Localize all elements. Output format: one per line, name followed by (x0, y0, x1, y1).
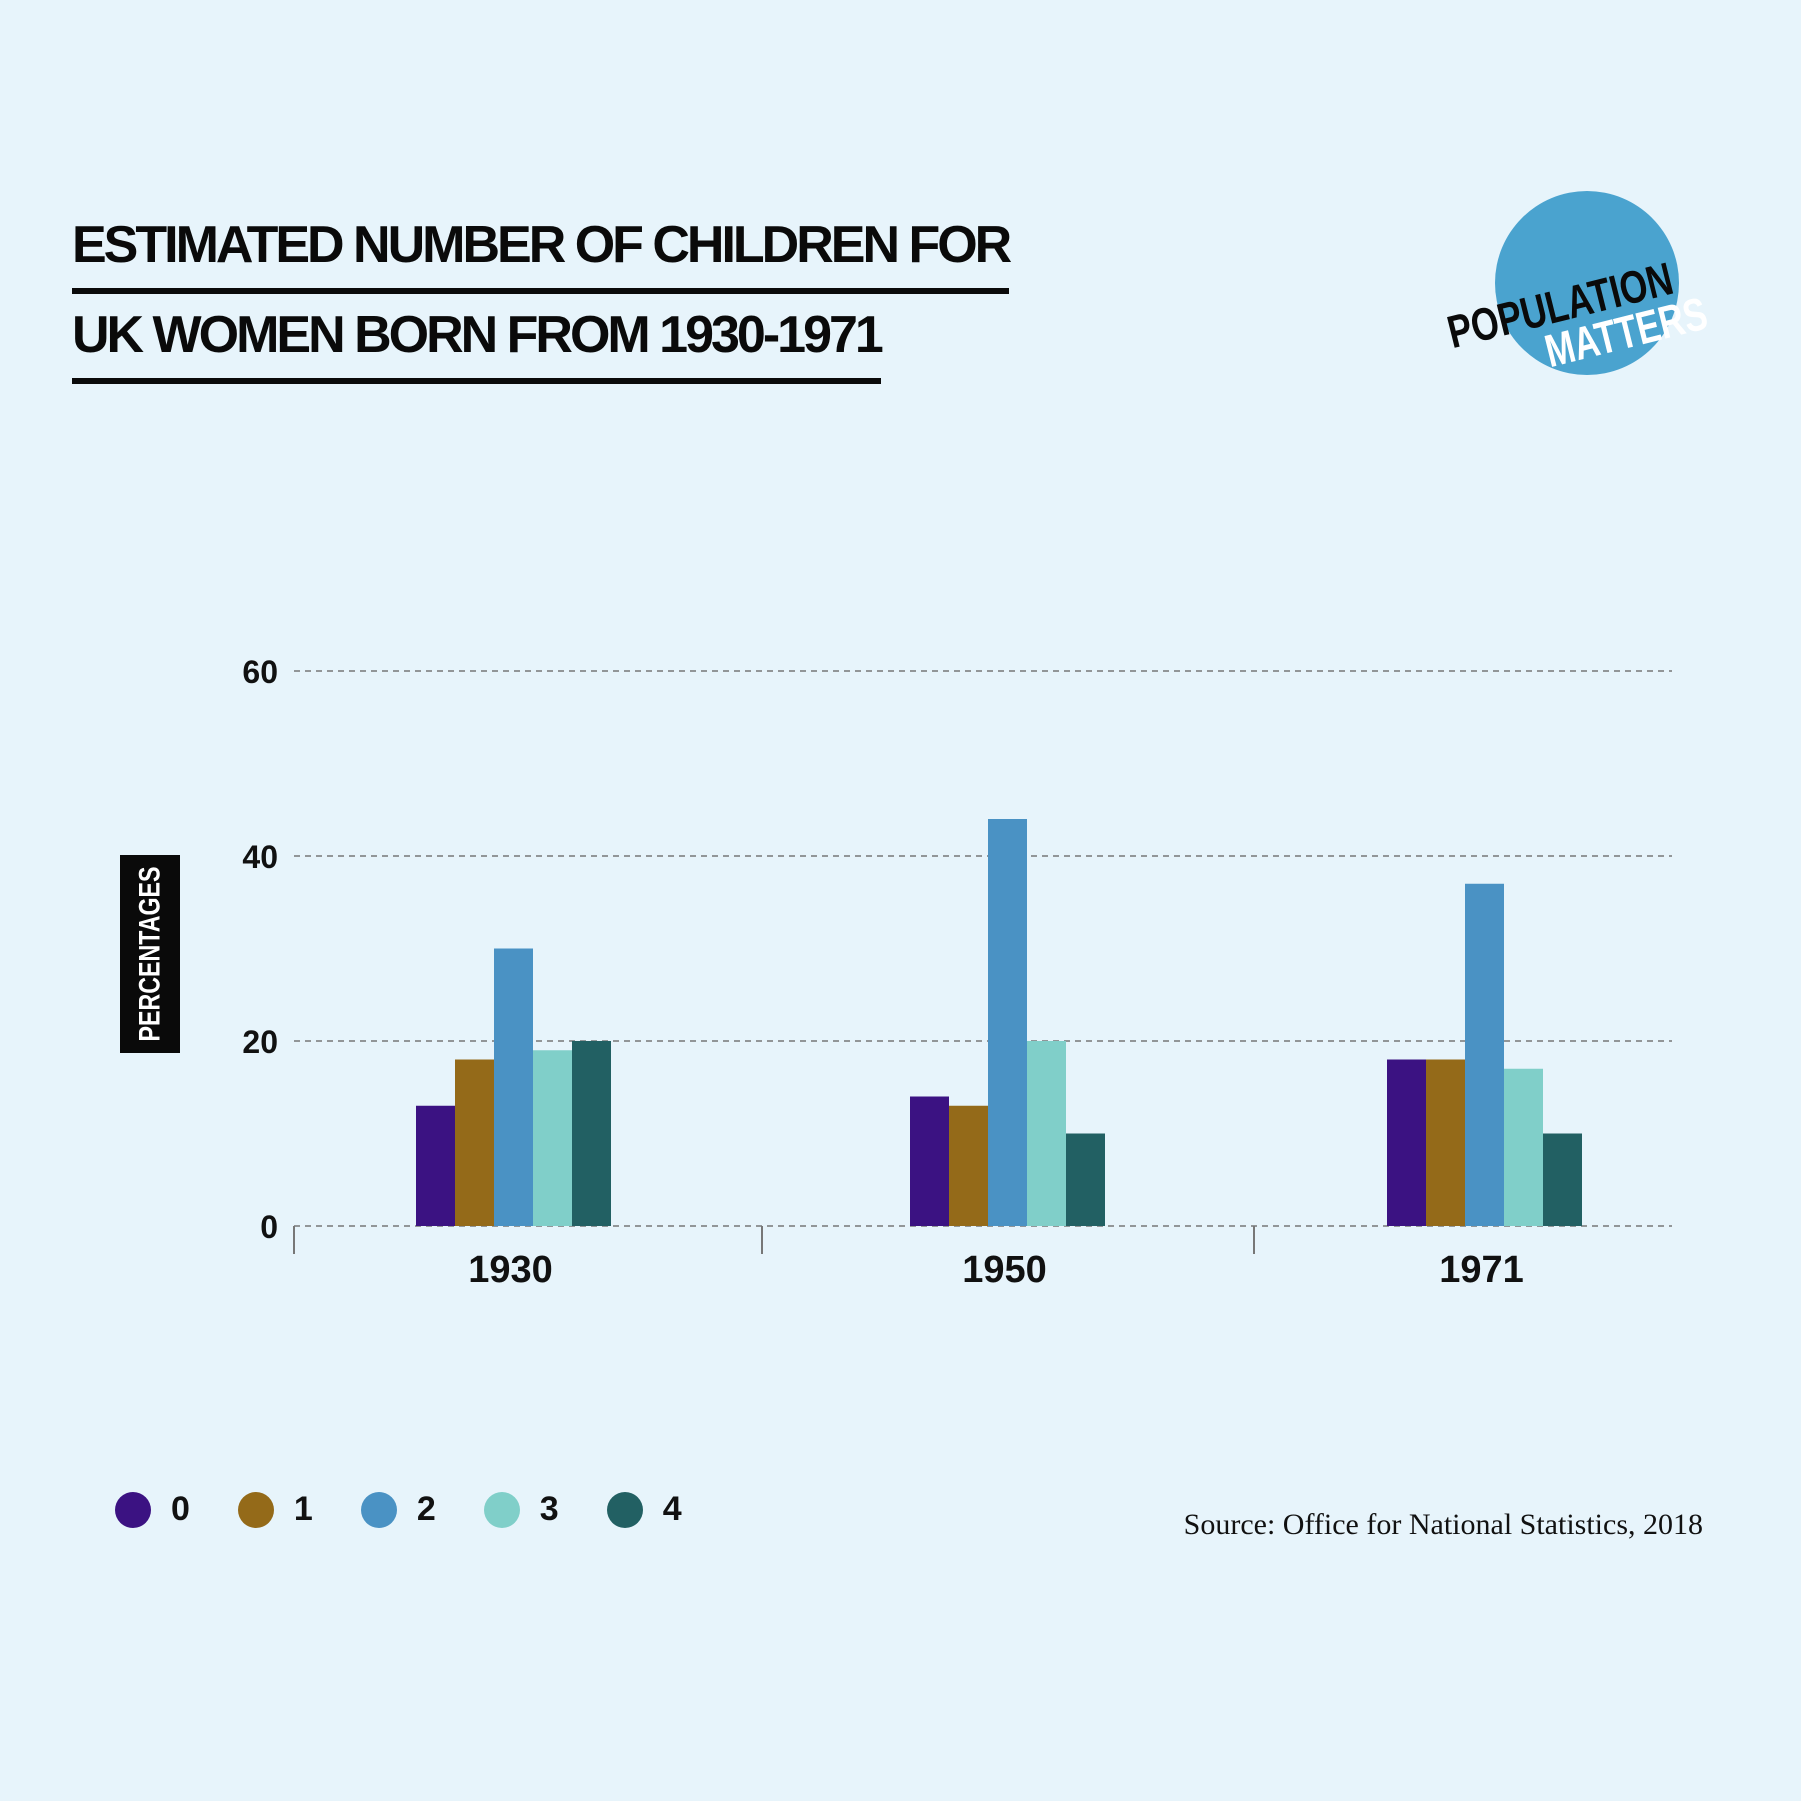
bar (1504, 1068, 1543, 1226)
labels-layer: 0 20 40 60 1930 1950 1971 (242, 654, 1523, 1291)
legend-swatch (483, 1491, 520, 1528)
bar (1027, 1041, 1066, 1226)
legend-label: 2 (416, 1490, 436, 1528)
bar (572, 1041, 611, 1226)
bar (1465, 883, 1504, 1226)
legend: 0 1 2 3 4 (115, 1490, 730, 1529)
legend-swatch (115, 1491, 151, 1528)
bar (533, 1050, 572, 1226)
legend-item: 1 (237, 1490, 313, 1529)
y-tick-label: 60 (242, 654, 278, 690)
legend-label: 3 (539, 1490, 559, 1528)
legend-item: 3 (483, 1490, 559, 1529)
bar (1066, 1133, 1105, 1226)
chart-title: ESTIMATED NUMBER OF CHILDREN FOR UK WOME… (72, 204, 1012, 384)
x-tick-label: 1950 (962, 1249, 1047, 1291)
legend-swatch (360, 1491, 397, 1528)
bars-layer (416, 819, 1582, 1226)
chart-title-line-2: UK WOMEN BORN FROM 1930-1971 (72, 294, 884, 384)
x-tick-label: 1971 (1439, 1249, 1524, 1291)
y-tick-label: 40 (242, 839, 278, 875)
bar (1543, 1133, 1582, 1226)
bar (910, 1096, 949, 1226)
legend-label: 0 (171, 1490, 190, 1528)
y-tick-label: 20 (242, 1024, 278, 1060)
population-matters-logo: POPULATION MATTERS (1442, 191, 1712, 377)
logo-circle (1495, 191, 1679, 375)
legend-swatch (237, 1491, 274, 1528)
bar (1387, 1059, 1426, 1226)
y-axis-label-box (120, 855, 180, 1053)
bar (949, 1105, 988, 1226)
legend-item: 2 (360, 1490, 436, 1529)
legend-swatch (606, 1491, 643, 1528)
legend-label: 4 (662, 1490, 682, 1528)
bar (455, 1059, 494, 1226)
legend-label: 1 (293, 1490, 313, 1528)
bar (416, 1105, 455, 1226)
legend-item: 0 (115, 1490, 190, 1529)
x-tick-label: 1930 (468, 1249, 553, 1291)
bar (494, 948, 533, 1226)
bar (1426, 1059, 1465, 1226)
y-axis-label-text: PERCENTAGES (134, 867, 167, 1042)
chart-title-line-1: ESTIMATED NUMBER OF CHILDREN FOR (72, 204, 1012, 294)
legend-item: 4 (606, 1490, 682, 1529)
bar (988, 819, 1027, 1226)
y-tick-label: 0 (260, 1209, 278, 1245)
y-axis-label: PERCENTAGES (120, 855, 180, 1053)
source-note: Source: Office for National Statistics, … (1183, 1508, 1703, 1541)
